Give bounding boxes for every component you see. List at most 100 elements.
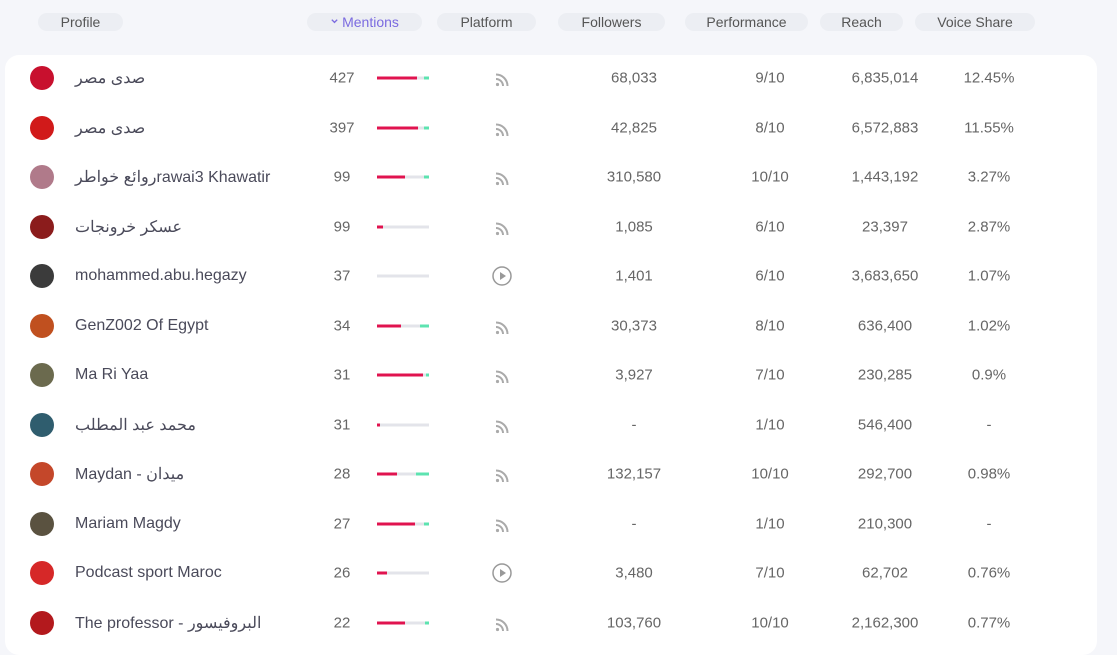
voice-share: - bbox=[986, 515, 992, 532]
sentiment-segment bbox=[405, 175, 425, 179]
reach: 1,443,192 bbox=[851, 168, 919, 186]
followers: 30,373 bbox=[611, 317, 657, 334]
reach: 292,700 bbox=[857, 465, 913, 483]
mentions: 31 bbox=[333, 366, 351, 384]
avatar bbox=[30, 462, 54, 486]
sentiment-segment bbox=[377, 76, 418, 80]
followers: 42,825 bbox=[611, 119, 657, 136]
reach: 3,683,650 bbox=[851, 267, 919, 285]
sentiment-segment bbox=[423, 522, 429, 525]
avatar bbox=[30, 165, 54, 189]
sentiment-segment bbox=[377, 571, 387, 575]
profile-name: GenZ002 Of Egypt bbox=[75, 316, 209, 334]
performance: 7/10 bbox=[755, 366, 785, 384]
followers: 1,085 bbox=[615, 218, 653, 235]
voice-share: 1.02% bbox=[967, 317, 1011, 334]
reach: 23,397 bbox=[862, 218, 908, 235]
avatar bbox=[30, 313, 54, 338]
reach: 636,400 bbox=[857, 317, 913, 334]
followers: 1,401 bbox=[615, 267, 653, 285]
mentions: 22 bbox=[333, 614, 351, 631]
column-label: Performance bbox=[706, 14, 787, 30]
sentiment-segment bbox=[380, 423, 429, 426]
performance: 10/10 bbox=[751, 168, 789, 186]
performance: 10/10 bbox=[751, 465, 789, 483]
profile-name: Ma Ri Yaa bbox=[75, 366, 149, 383]
voice-share: 0.9% bbox=[971, 366, 1007, 384]
sentiment-segment bbox=[377, 175, 406, 179]
platform-icon bbox=[495, 73, 509, 87]
sentiment-segment bbox=[377, 324, 401, 327]
column-label: Profile bbox=[60, 14, 101, 30]
sentiment-segment bbox=[418, 126, 425, 129]
avatar bbox=[30, 214, 54, 239]
performance: 1/10 bbox=[755, 416, 785, 433]
sentiment-segment bbox=[424, 126, 429, 129]
reach: 6,835,014 bbox=[851, 69, 919, 87]
column-header[interactable]: Reach bbox=[820, 13, 903, 31]
followers: 132,157 bbox=[606, 465, 662, 483]
voice-share: 0.77% bbox=[967, 614, 1011, 631]
avatar bbox=[30, 511, 54, 536]
performance: 9/10 bbox=[755, 69, 785, 87]
column-header[interactable]: Performance bbox=[685, 13, 808, 31]
column-label: Followers bbox=[581, 14, 642, 30]
sentiment-segment bbox=[377, 423, 381, 426]
platform-icon bbox=[495, 469, 509, 483]
reach: 546,400 bbox=[857, 416, 913, 433]
sentiment-segment bbox=[414, 522, 424, 525]
followers: 310,580 bbox=[606, 168, 662, 186]
column-label: Reach bbox=[841, 14, 882, 30]
performance: 1/10 bbox=[755, 515, 785, 532]
performance: 6/10 bbox=[755, 267, 785, 285]
avatar bbox=[30, 412, 54, 437]
sort-icon bbox=[331, 19, 338, 24]
column-header[interactable]: Followers bbox=[558, 13, 665, 31]
platform-icon bbox=[495, 222, 509, 235]
platform-icon bbox=[495, 519, 509, 532]
voice-share: - bbox=[986, 416, 992, 433]
sentiment-segment bbox=[422, 373, 426, 377]
voice-share: 2.87% bbox=[967, 218, 1011, 235]
followers: - bbox=[631, 515, 637, 532]
profile-name: mohammed.abu.hegazy bbox=[75, 267, 247, 284]
platform-icon bbox=[492, 266, 512, 286]
sentiment-segment bbox=[423, 76, 429, 80]
performance: 8/10 bbox=[755, 317, 785, 334]
sentiment-segment bbox=[425, 373, 429, 377]
mentions: 99 bbox=[333, 218, 351, 235]
platform-icon bbox=[495, 321, 509, 334]
sentiment-segment bbox=[400, 324, 421, 327]
column-header[interactable]: Voice Share bbox=[915, 13, 1035, 31]
sentiment-segment bbox=[424, 621, 429, 624]
mentions: 26 bbox=[333, 564, 351, 582]
reach: 6,572,883 bbox=[851, 119, 919, 136]
profile-name: روائع خواطرrawai3 Khawatir bbox=[75, 169, 271, 186]
voice-share: 3.27% bbox=[967, 168, 1011, 186]
column-header[interactable]: Mentions bbox=[307, 13, 422, 31]
followers: 68,033 bbox=[611, 69, 657, 87]
followers: 3,480 bbox=[615, 564, 653, 582]
reach: 210,300 bbox=[857, 515, 913, 532]
sentiment-segment bbox=[424, 175, 429, 179]
column-label: Platform bbox=[460, 14, 513, 30]
platform-icon bbox=[495, 420, 509, 433]
column-header[interactable]: Profile bbox=[38, 13, 123, 31]
profile-name: صدى مصر bbox=[75, 70, 146, 87]
platform-icon bbox=[495, 172, 509, 186]
sentiment-segment bbox=[377, 472, 397, 476]
sentiment-segment bbox=[377, 225, 384, 228]
column-header[interactable]: Platform bbox=[437, 13, 536, 31]
avatar bbox=[30, 363, 54, 387]
followers: 3,927 bbox=[615, 366, 653, 384]
performance: 8/10 bbox=[755, 119, 785, 136]
sentiment-segment bbox=[420, 324, 429, 327]
mentions: 427 bbox=[329, 69, 355, 87]
performance: 10/10 bbox=[751, 614, 789, 631]
reach: 230,285 bbox=[857, 366, 913, 384]
profile-name: The professor - البروفيسور bbox=[75, 614, 262, 632]
column-label: Voice Share bbox=[937, 14, 1013, 30]
sentiment-segment bbox=[383, 225, 429, 228]
followers: - bbox=[631, 416, 637, 433]
